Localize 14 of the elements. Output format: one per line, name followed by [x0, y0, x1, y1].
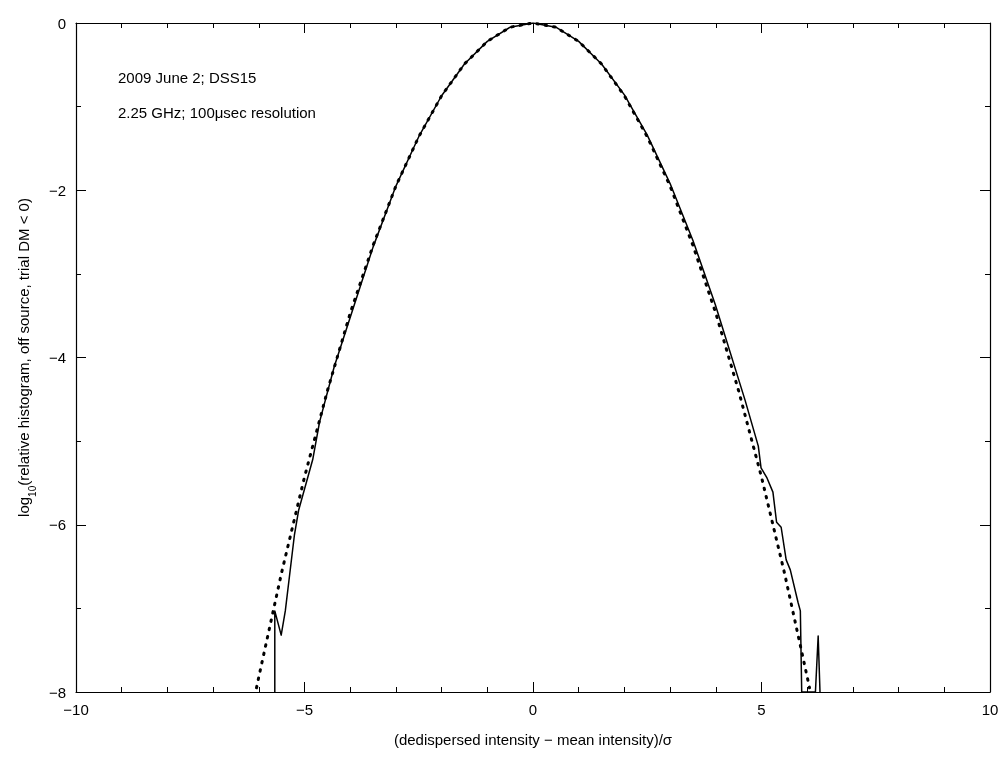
y-tick-label: −8 [48, 683, 66, 701]
x-tick-label: −10 [63, 701, 89, 718]
y-tick-label: −4 [48, 349, 66, 366]
annotation: 2009 June 2; DSS15 [118, 69, 257, 86]
x-axis-title: (dedispersed intensity − mean intensity)/σ [393, 731, 673, 748]
x-tick-label: 5 [757, 701, 766, 718]
y-tick-label: 0 [57, 14, 66, 32]
x-tick-label: 0 [528, 701, 538, 718]
y-axis-title: log10(relative histogram, off source, trial DM < 0) [15, 198, 38, 517]
y-tick-label: −2 [48, 181, 66, 199]
y-tick-label: −6 [48, 516, 66, 534]
x-tick-label: 10 [981, 701, 999, 718]
annotation: 2.25 GHz; 100μsec resolution [118, 104, 316, 121]
x-tick-label: −5 [295, 701, 314, 718]
